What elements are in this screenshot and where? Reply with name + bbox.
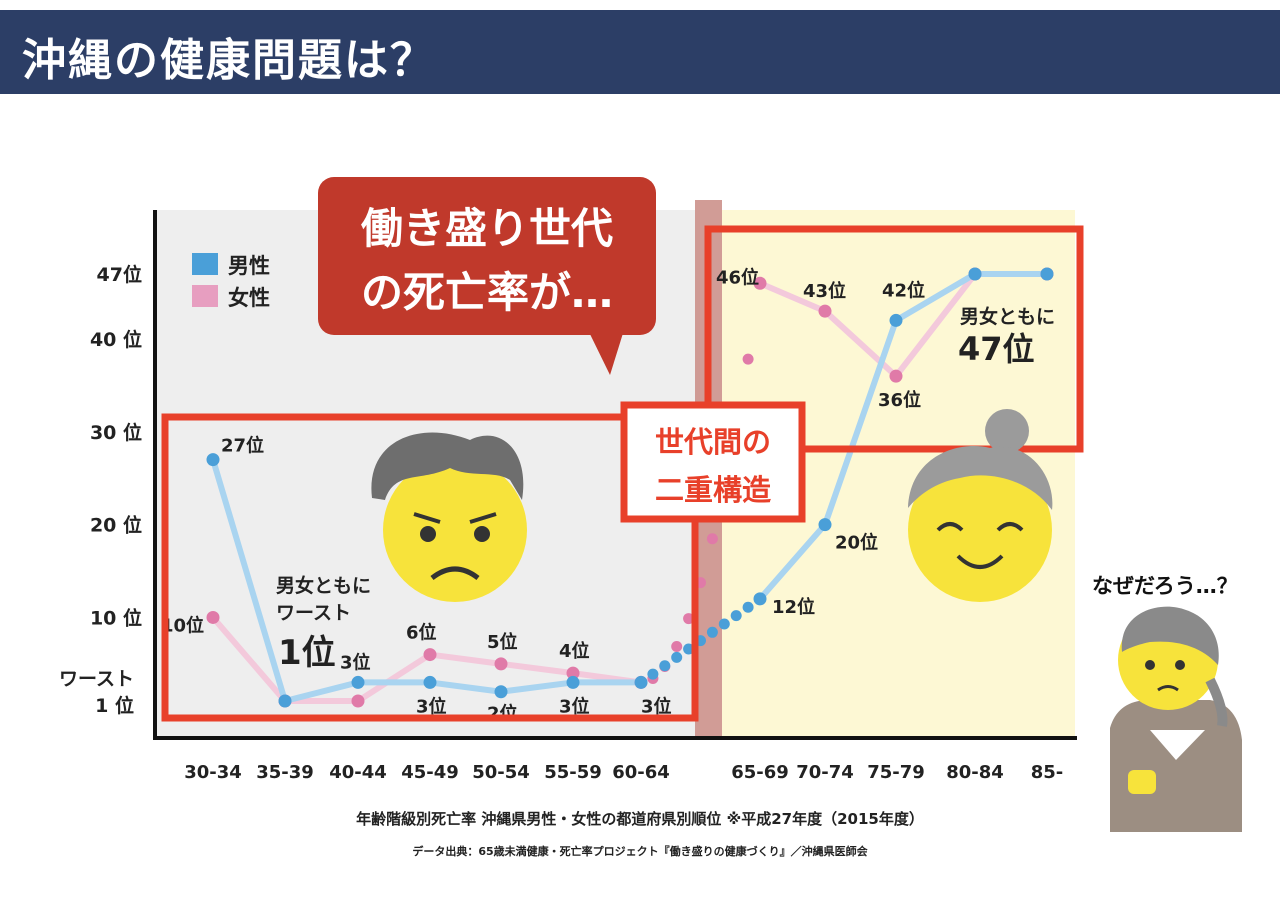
x-tick-label: 45-49	[401, 762, 459, 783]
female-data-point	[566, 666, 580, 680]
legend-female-label: 女性	[228, 286, 270, 310]
male-transition-dot	[647, 668, 659, 680]
male-data-point	[889, 313, 903, 327]
worried-man-illustration	[371, 432, 527, 602]
both-47-line2: 47位	[958, 330, 1035, 368]
female-transition-dot	[742, 353, 754, 365]
x-tick-label: 80-84	[946, 762, 1004, 783]
female-data-point	[889, 369, 903, 383]
male-data-point	[634, 675, 648, 689]
male-data-label: 3位	[416, 695, 447, 717]
male-data-label: 42位	[882, 279, 925, 301]
male-data-label: 3位	[340, 651, 371, 673]
series-points	[206, 267, 1054, 708]
legend-female-swatch	[192, 285, 218, 307]
male-data-point	[206, 453, 220, 467]
male-data-point	[278, 694, 292, 708]
x-tick-label: 55-59	[544, 762, 602, 783]
y-tick-label: 40 位	[90, 328, 142, 351]
generation-callout: 世代間の 二重構造	[620, 401, 806, 523]
worried-woman-illustration	[1110, 606, 1242, 832]
why-question-text: なぜだろう…？	[1092, 574, 1238, 598]
male-data-point	[753, 592, 767, 606]
female-data-label: 10位	[161, 614, 204, 636]
male-data-label: 20位	[835, 532, 878, 554]
male-transition-dot	[730, 610, 742, 622]
male-data-point	[566, 675, 580, 689]
male-transition-dot	[742, 601, 754, 613]
female-data-point	[753, 276, 767, 290]
male-data-point	[423, 675, 437, 689]
speech-bubble-line1: 働き盛り世代	[361, 204, 613, 253]
page-title: 沖縄の健康問題は？	[22, 35, 436, 86]
female-data-label: 36位	[878, 389, 921, 411]
male-data-point	[968, 267, 982, 281]
smiling-grandma-illustration	[908, 409, 1053, 602]
speech-bubble: 働き盛り世代 の死亡率が…	[318, 177, 656, 375]
female-transition-dot	[706, 533, 718, 545]
male-data-point	[494, 685, 508, 699]
y-tick-label: 10 位	[90, 606, 142, 629]
male-data-point	[818, 518, 832, 532]
female-transition-dot	[671, 641, 683, 653]
chart-caption: 年齢階級別死亡率 沖縄県男性・女性の都道府県別順位 ※平成27年度（2015年度…	[356, 810, 924, 828]
male-transition-dot	[659, 660, 671, 672]
x-tick-label: 75-79	[867, 762, 925, 783]
female-data-label: 43位	[803, 280, 846, 302]
female-data-point	[423, 648, 437, 662]
x-tick-label: 85-	[1031, 762, 1064, 783]
header-bar: 沖縄の健康問題は？	[0, 10, 1280, 94]
both-worst-line1: 男女ともに	[276, 574, 371, 597]
y-tick-label: ワースト	[59, 668, 134, 690]
x-tick-labels: 30-34 35-39 40-44 45-49 50-54 55-59 60-64 65-69…	[184, 762, 1063, 783]
x-tick-label: 40-44	[329, 762, 387, 783]
y-tick-label: 1 位	[95, 694, 134, 717]
generation-callout-line2: 二重構造	[655, 473, 771, 507]
y-tick-label: 20 位	[90, 514, 142, 537]
x-tick-label: 60-64	[612, 762, 670, 783]
male-data-label: 3位	[559, 695, 590, 717]
male-transition-dot	[718, 618, 730, 630]
female-transition-dot	[683, 613, 695, 625]
male-data-label: 12位	[772, 596, 815, 618]
x-tick-label: 65-69	[731, 762, 789, 783]
female-data-point	[206, 610, 220, 624]
male-transition-dot	[671, 651, 683, 663]
both-47-line1: 男女ともに	[960, 305, 1055, 328]
speech-bubble-line2: の死亡率が…	[361, 268, 613, 317]
generation-callout-line1: 世代間の	[655, 425, 771, 459]
x-tick-label: 30-34	[184, 762, 242, 783]
male-transition-dot	[706, 626, 718, 638]
male-data-point	[351, 675, 365, 689]
female-data-label: 4位	[559, 640, 590, 662]
female-data-point	[818, 304, 832, 318]
y-tick-label: 30 位	[90, 421, 142, 444]
male-data-label: 27位	[221, 435, 264, 457]
elderly-highlight-box	[704, 225, 1084, 453]
female-data-point	[494, 657, 508, 671]
female-data-label: 46位	[716, 266, 759, 288]
male-transition-dot	[683, 643, 695, 655]
female-data-label: 6位	[406, 622, 437, 644]
x-tick-label: 35-39	[256, 762, 314, 783]
male-data-point	[1040, 267, 1054, 281]
legend-male-swatch	[192, 253, 218, 275]
working-age-highlight-box	[161, 413, 699, 722]
data-source-note: データ出典：65歳未満健康・死亡率プロジェクト『働き盛りの健康づくり』／沖縄県医…	[412, 845, 868, 858]
legend-male-label: 男性	[228, 254, 270, 278]
male-data-label: 3位	[641, 695, 672, 717]
both-worst-line3: 1位	[278, 633, 336, 673]
x-tick-label: 50-54	[472, 762, 530, 783]
female-data-point	[351, 694, 365, 708]
y-tick-label: 47位	[97, 263, 142, 286]
x-tick-label: 70-74	[796, 762, 854, 783]
female-data-label: 5位	[487, 631, 518, 653]
both-worst-line2: ワースト	[276, 602, 351, 624]
